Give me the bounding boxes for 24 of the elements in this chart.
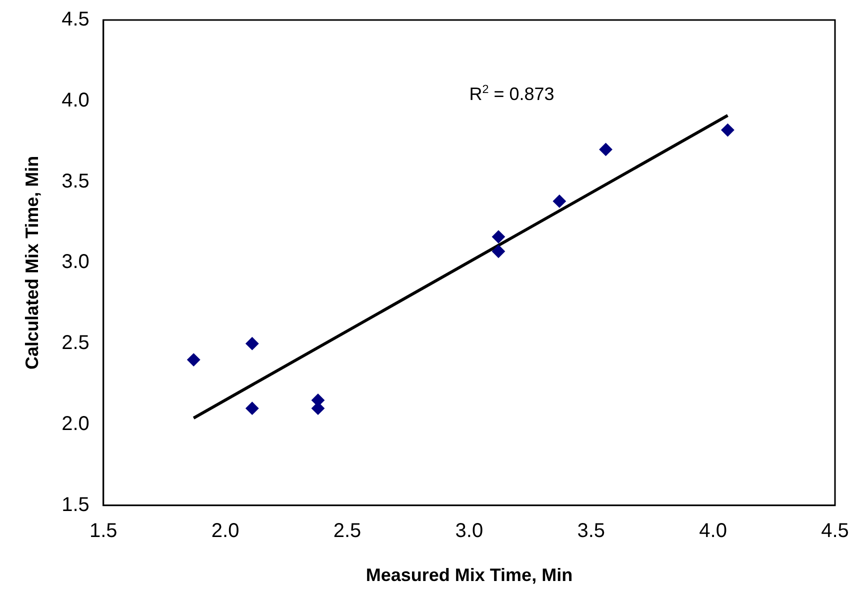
x-tick-label: 1.5: [89, 520, 118, 542]
y-tick-label: 1.5: [62, 494, 90, 516]
point: [492, 244, 505, 258]
point: [552, 194, 566, 208]
y-tick-label: 2.5: [62, 332, 90, 354]
y-tick-label: 3.5: [62, 170, 90, 192]
y-tick-label: 4.0: [62, 89, 90, 112]
x-tick-label: 2.0: [211, 520, 240, 542]
x-tick-label: 2.5: [333, 520, 362, 542]
y-axis-title: Calculated Mix Time, Min: [22, 156, 42, 370]
point: [246, 337, 259, 350]
y-tick-label: 2.0: [62, 413, 90, 436]
x-axis-title: Measured Mix Time, Min: [366, 565, 573, 586]
x-tick-label: 3.0: [455, 520, 484, 542]
x-tick-label: 4.5: [821, 520, 849, 542]
y-tick-label: 3.0: [62, 251, 90, 274]
point: [721, 124, 734, 137]
point: [187, 353, 200, 366]
x-tick-label: 3.5: [577, 520, 606, 542]
point: [492, 230, 505, 244]
point: [246, 402, 259, 415]
y-tick-label: 4.5: [62, 8, 90, 31]
point: [599, 142, 612, 156]
x-tick-label: 4.0: [699, 520, 727, 542]
